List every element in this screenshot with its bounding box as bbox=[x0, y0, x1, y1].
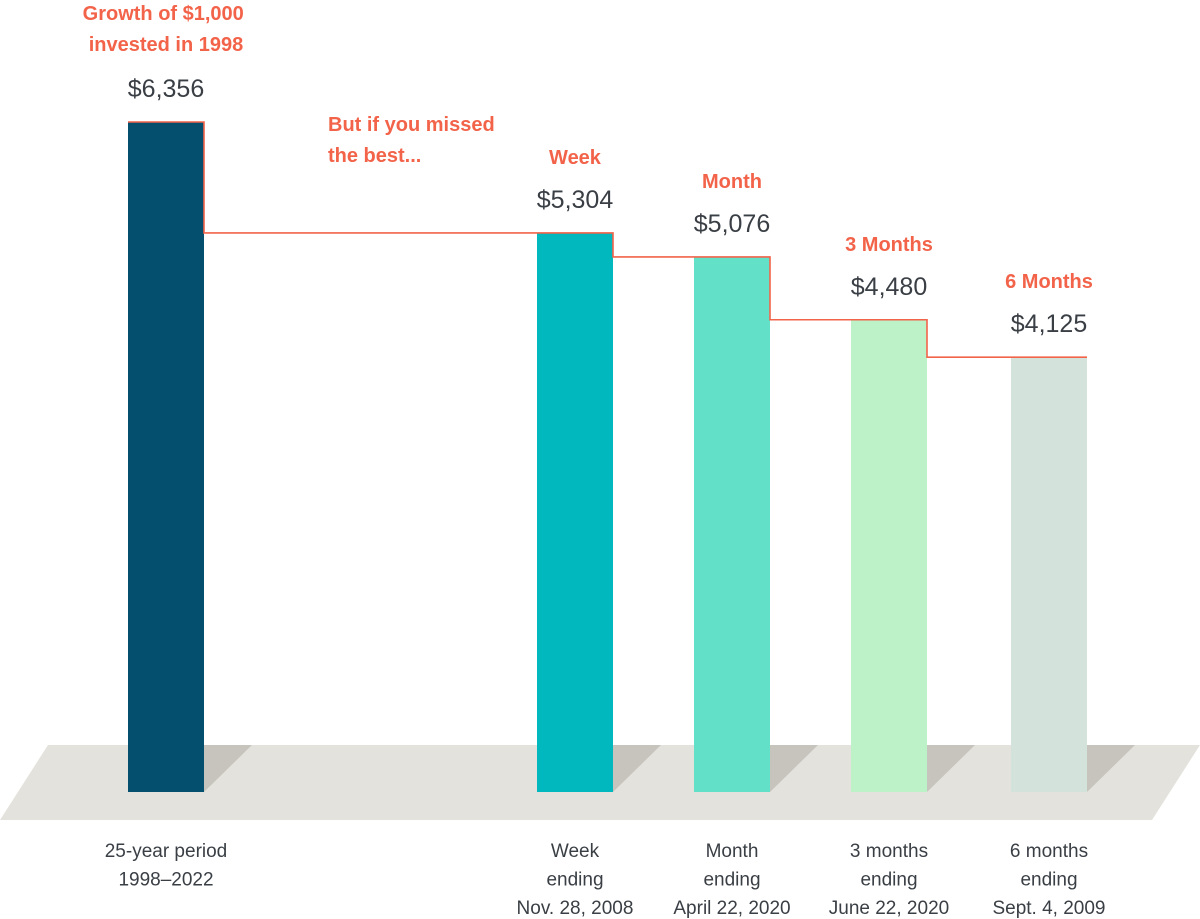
value-label: $4,480 bbox=[851, 273, 927, 301]
category-label: 3 months ending June 22, 2020 bbox=[829, 841, 949, 919]
category-label: Month ending April 22, 2020 bbox=[673, 841, 790, 919]
step-line bbox=[128, 121, 1087, 358]
bar-shadow bbox=[613, 745, 661, 792]
bar-shadow bbox=[770, 745, 818, 792]
value-label: $5,076 bbox=[694, 210, 770, 238]
value-label: $5,304 bbox=[537, 186, 614, 214]
bar bbox=[128, 122, 204, 792]
chart-headline-line-1: Growth of $1,000 bbox=[83, 3, 244, 25]
missed-period-label: Month bbox=[702, 171, 762, 193]
missed-period-label: 3 Months bbox=[845, 234, 933, 256]
category-label: Week ending Nov. 28, 2008 bbox=[517, 841, 634, 919]
bar-shadow bbox=[1087, 745, 1135, 792]
category-label: 6 months ending Sept. 4, 2009 bbox=[992, 841, 1105, 919]
missed-best-annotation-line-1: But if you missed bbox=[328, 114, 495, 136]
value-label: $6,356 bbox=[128, 75, 204, 103]
missed-period-label: Week bbox=[549, 147, 602, 169]
chart-headline-line-2: invested in 1998 bbox=[89, 34, 244, 56]
missed-best-annotation: But if you missed the best... bbox=[328, 114, 500, 167]
bar bbox=[537, 232, 613, 792]
value-label: $4,125 bbox=[1011, 310, 1087, 338]
missed-period-label: 6 Months bbox=[1005, 271, 1093, 293]
bar-shadow bbox=[927, 745, 975, 792]
chart-headline: Growth of $1,000 invested in 1998 bbox=[83, 3, 250, 56]
bar bbox=[694, 256, 770, 792]
bar bbox=[851, 319, 927, 792]
missed-best-annotation-line-2: the best... bbox=[328, 145, 421, 167]
bar bbox=[1011, 357, 1087, 792]
bar-shadow bbox=[204, 745, 252, 792]
category-label: 25-year period 1998–2022 bbox=[105, 841, 228, 891]
